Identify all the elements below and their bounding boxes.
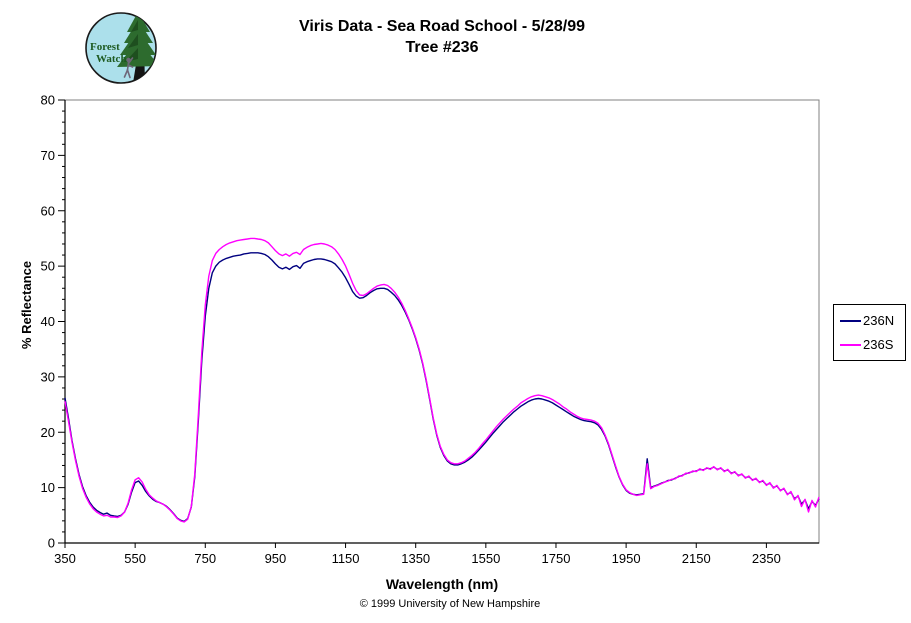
y-tick-label: 70 [41, 148, 55, 163]
y-tick-label: 80 [41, 93, 55, 108]
series-line-236N [64, 252, 820, 523]
legend-item-236S: 236S [840, 337, 899, 352]
x-tick-label: 350 [54, 551, 76, 566]
y-tick-label: 50 [41, 259, 55, 274]
legend-item-236N: 236N [840, 313, 899, 328]
series-line-236S [64, 237, 820, 523]
x-tick-label: 1150 [332, 551, 360, 566]
x-tick-label: 2150 [682, 551, 711, 566]
copyright: © 1999 University of New Hampshire [359, 598, 541, 610]
legend: 236N 236S [833, 304, 906, 361]
x-tick-label: 2350 [752, 551, 781, 566]
climber-icon [123, 57, 134, 79]
y-tick-label: 60 [41, 203, 55, 218]
chart-title: Viris Data - Sea Road School - 5/28/99 T… [65, 16, 819, 58]
chart-title-line1: Viris Data - Sea Road School - 5/28/99 [298, 18, 586, 35]
legend-label: 236S [863, 337, 894, 352]
x-tick-label: 1750 [542, 551, 571, 566]
y-tick-label: 20 [41, 425, 55, 440]
logo-text-line2: Watch [96, 53, 127, 65]
x-tick-label: 950 [265, 551, 287, 566]
x-tick-label: 750 [194, 551, 216, 566]
y-tick-label: 30 [41, 369, 55, 384]
y-tick-label: 10 [41, 480, 55, 495]
chart-title-line2: Tree #236 [405, 39, 479, 56]
x-axis-title: Wavelength (nm) [385, 576, 499, 592]
legend-line-swatch [840, 343, 861, 346]
logo-text-line1: Forest [90, 41, 120, 53]
plot-border [64, 99, 820, 544]
legend-label: 236N [863, 313, 895, 328]
legend-line-swatch [840, 319, 861, 322]
y-tick-label: 0 [48, 536, 55, 551]
forest-watch-logo: Forest Watch [85, 12, 157, 84]
y-tick-label: 40 [41, 314, 55, 329]
x-tick-label: 1950 [612, 551, 641, 566]
x-tick-label: 550 [124, 551, 146, 566]
x-tick-label: 1550 [471, 551, 500, 566]
y-axis-title: % Reflectance [19, 260, 34, 350]
x-tick-label: 1350 [401, 551, 430, 566]
